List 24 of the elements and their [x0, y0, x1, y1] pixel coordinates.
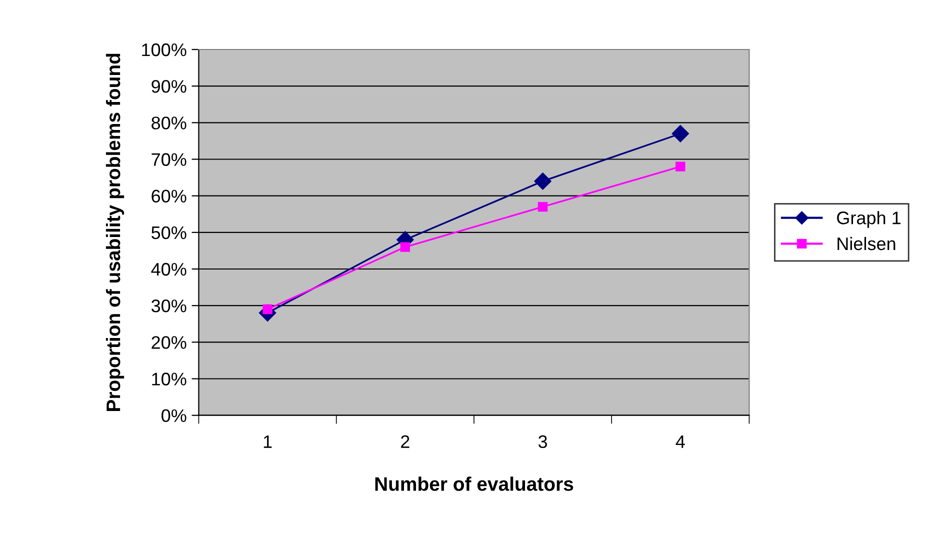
x-axis-title: Number of evaluators [375, 476, 574, 491]
x-tick-label: 2 [401, 435, 410, 448]
legend-label: Nielsen [838, 236, 896, 250]
y-tick-label: 80% [152, 116, 186, 130]
point [400, 242, 410, 252]
x-tick-label: 4 [676, 435, 685, 448]
y-tick-label: 60% [152, 190, 186, 203]
y-tick-label: 10% [152, 372, 186, 386]
legend-label: Graph 1 [837, 211, 900, 228]
y-tick-label: 0% [162, 409, 186, 422]
y-tick-label: 90% [152, 80, 186, 93]
point [538, 202, 548, 212]
y-tick-label: 30% [151, 300, 186, 312]
x-tick-label: 3 [538, 435, 547, 448]
y-tick-label: 70% [152, 153, 186, 166]
x-tick-label: 1 [264, 435, 272, 448]
y-tick-label: 20% [152, 336, 186, 349]
y-tick-label: 100% [142, 43, 186, 56]
point [676, 162, 686, 172]
point [534, 172, 552, 190]
y-tick-label: 50% [152, 226, 186, 240]
point [672, 125, 689, 142]
y-axis-title: Proportion of usability problems found [106, 54, 124, 411]
y-tick-label: 40% [151, 262, 186, 276]
